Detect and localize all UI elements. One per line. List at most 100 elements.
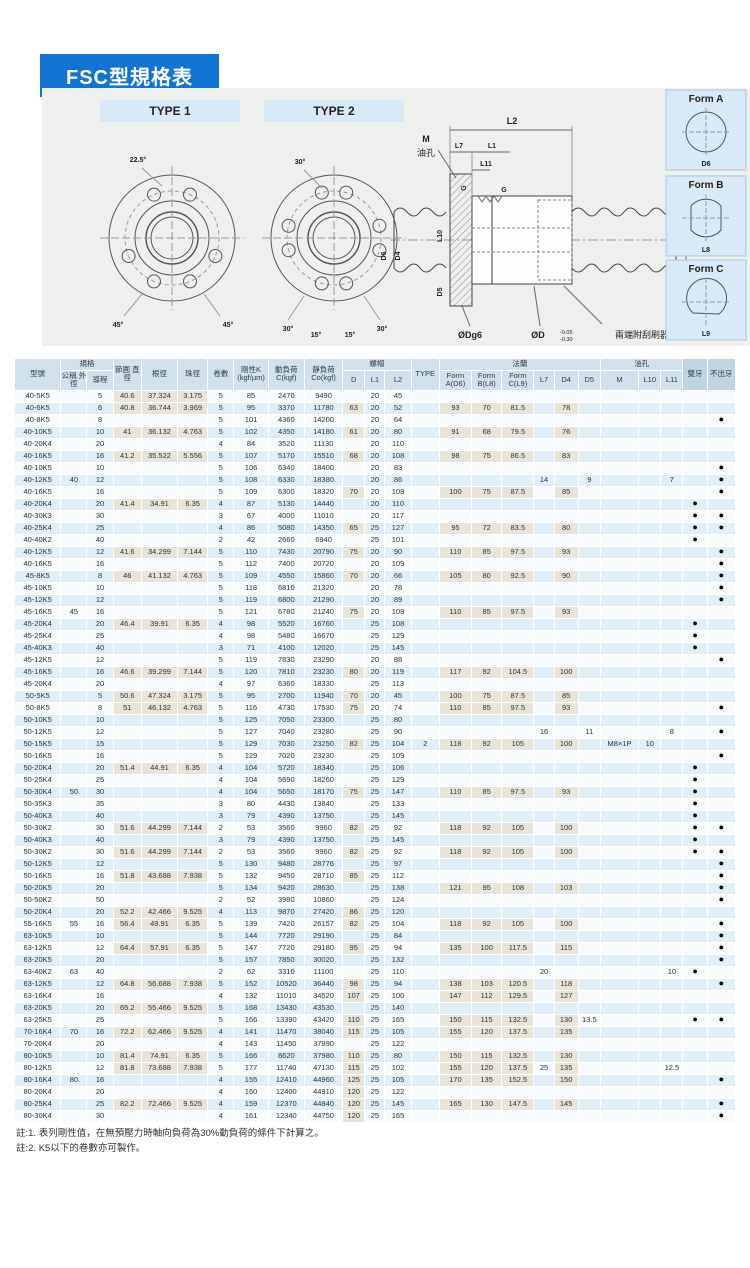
- spec-cell: 117: [384, 509, 412, 523]
- spec-cell: [706, 629, 737, 643]
- spec-cell: [682, 413, 708, 427]
- spec-cell: [706, 1001, 737, 1015]
- spec-cell: 55: [60, 917, 88, 931]
- spec-cell: [553, 761, 579, 775]
- spec-cell: [660, 413, 684, 427]
- spec-cell: [60, 1001, 88, 1015]
- type2-angle-b2: 15°: [311, 331, 322, 339]
- spec-cell: 14180: [303, 425, 344, 439]
- spec-cell: [140, 989, 179, 1003]
- spec-cell: 20: [86, 497, 114, 511]
- spec-cell: 5: [86, 389, 114, 403]
- spec-cell: 11740: [267, 1061, 305, 1075]
- spec-cell: 5: [207, 857, 235, 871]
- spec-cell: [577, 677, 601, 691]
- model-cell: 80-10K5: [13, 1049, 62, 1063]
- spec-cell: 122: [384, 1037, 412, 1051]
- spec-cell: [112, 605, 142, 619]
- spec-cell: [471, 893, 503, 907]
- spec-cell: [533, 1037, 555, 1051]
- table-row: 40-6K5 6 40.8 36.744 3.969 5 95 3370 11780 63 20 52…: [13, 401, 737, 415]
- spec-cell: [660, 857, 684, 871]
- spec-cell: 3: [207, 797, 235, 811]
- spec-cell: [577, 557, 601, 571]
- spec-cell: 110: [438, 701, 473, 715]
- wiper-label: 兩端附刮刷器: [615, 329, 669, 340]
- spec-cell: [112, 725, 142, 739]
- spec-cell: 18330: [303, 677, 344, 691]
- spec-cell: [577, 593, 601, 607]
- spec-cell: 4: [207, 497, 235, 511]
- spec-cell: [60, 881, 88, 895]
- spec-cell: [660, 893, 684, 907]
- spec-cell: [682, 893, 708, 907]
- spec-cell: [177, 605, 209, 619]
- table-row: 40-16K5 16 5 109 6300 18320 70 20 108 100 75 87.5 85…: [13, 485, 737, 499]
- spec-cell: 134: [233, 881, 269, 895]
- spec-cell: [60, 557, 88, 571]
- spec-cell: [177, 593, 209, 607]
- model-cell: 40-20K4: [13, 437, 62, 451]
- spec-cell: 61: [342, 425, 366, 439]
- spec-cell: [599, 689, 640, 703]
- group-header-flange: 法蘭: [438, 358, 601, 371]
- spec-cell: [660, 1013, 684, 1027]
- spec-cell: 120: [471, 1061, 503, 1075]
- form-b-panel: Form B L8: [665, 175, 747, 257]
- spec-cell: [410, 905, 440, 919]
- spec-cell: 120: [342, 1097, 366, 1111]
- spec-cell: [471, 713, 503, 727]
- spec-cell: 139: [233, 917, 269, 931]
- spec-cell: [599, 809, 640, 823]
- table-row: 50-12K5 12 5 127 7040 23280 25 90 16 11 8 ●: [13, 725, 737, 739]
- spec-cell: ●: [706, 893, 737, 907]
- spec-cell: [410, 605, 440, 619]
- spec-cell: [177, 833, 209, 847]
- spec-cell: [638, 1085, 662, 1099]
- spec-cell: 25: [364, 1049, 386, 1063]
- spec-cell: [140, 857, 179, 871]
- spec-cell: 5: [207, 977, 235, 991]
- spec-cell: [410, 389, 440, 403]
- spec-cell: [177, 773, 209, 787]
- spec-cell: 62: [233, 965, 269, 979]
- spec-cell: 75: [342, 605, 366, 619]
- spec-cell: 7420: [267, 917, 305, 931]
- spec-cell: 132.5: [501, 1013, 535, 1027]
- spec-cell: 122: [384, 1085, 412, 1099]
- spec-cell: 166: [233, 1013, 269, 1027]
- spec-cell: 159: [233, 1097, 269, 1111]
- spec-cell: 39.299: [140, 665, 179, 679]
- spec-cell: [533, 629, 555, 643]
- spec-cell: [660, 545, 684, 559]
- spec-cell: [682, 917, 708, 931]
- spec-cell: 4390: [267, 809, 305, 823]
- spec-cell: [577, 497, 601, 511]
- spec-cell: [660, 1049, 684, 1063]
- spec-cell: 50.6: [112, 689, 142, 703]
- spec-cell: 100: [438, 689, 473, 703]
- spec-cell: [599, 581, 640, 595]
- spec-cell: 26157: [303, 917, 344, 931]
- spec-cell: 25: [86, 1097, 114, 1111]
- table-row: 50-5K5 5 50.6 47.324 3.175 5 95 2700 11940 70 20 45…: [13, 689, 737, 703]
- spec-cell: 145: [553, 1097, 579, 1111]
- spec-cell: [140, 809, 179, 823]
- spec-cell: 2470: [267, 389, 305, 403]
- spec-cell: 5: [207, 1013, 235, 1027]
- spec-cell: [599, 545, 640, 559]
- spec-cell: [638, 749, 662, 763]
- spec-cell: 12020: [303, 641, 344, 655]
- spec-cell: [60, 593, 88, 607]
- spec-cell: [60, 485, 88, 499]
- spec-cell: 20: [364, 653, 386, 667]
- spec-cell: 133: [384, 797, 412, 811]
- spec-cell: ●: [706, 485, 737, 499]
- spec-cell: [682, 389, 708, 403]
- spec-cell: 98: [438, 449, 473, 463]
- spec-cell: [599, 749, 640, 763]
- spec-cell: [660, 689, 684, 703]
- spec-cell: [471, 1109, 503, 1123]
- spec-cell: 16: [86, 557, 114, 571]
- spec-cell: [177, 785, 209, 799]
